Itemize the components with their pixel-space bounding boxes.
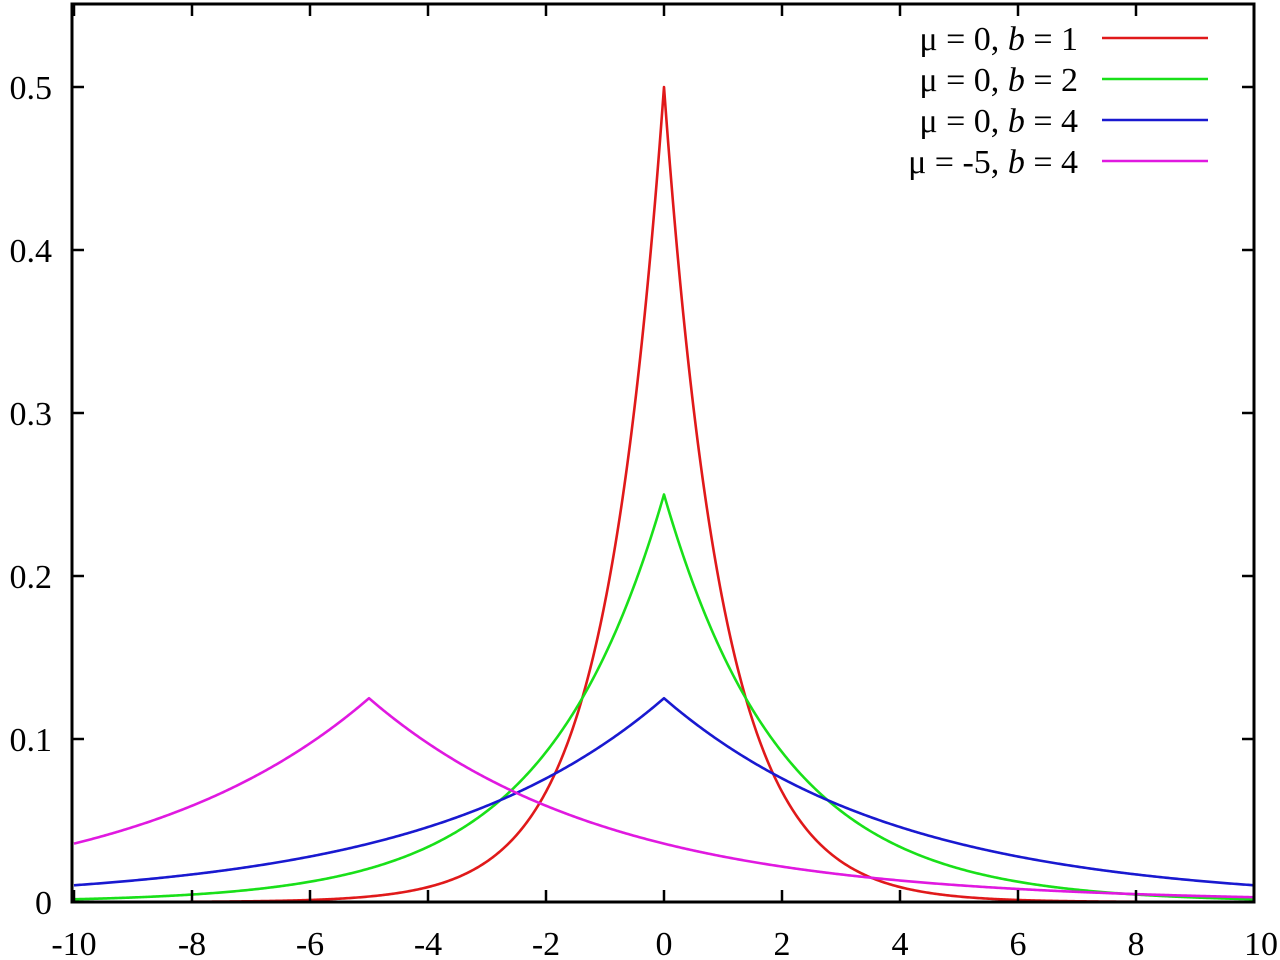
x-tick-label: -8 [178, 926, 206, 960]
legend-label-2: μ = 0, b = 2 [919, 62, 1078, 99]
x-tick-label: 8 [1128, 926, 1145, 960]
y-tick-label: 0.1 [10, 722, 53, 759]
x-tick-label: -4 [414, 926, 442, 960]
tick-label-layer: -10 -8 -6 -4 -2 0 2 4 6 8 10 0 0.1 0.2 0.3 0.4 0.5 [10, 70, 1279, 960]
x-tick-label: 0 [656, 926, 673, 960]
x-tick-label: -10 [51, 926, 96, 960]
x-tick-label: 6 [1010, 926, 1027, 960]
x-tick-label: -6 [296, 926, 324, 960]
legend-label-3: μ = 0, b = 4 [919, 103, 1078, 140]
y-tick-label: 0.2 [10, 559, 53, 596]
series-line-3 [73, 696, 1255, 887]
y-tick-label: 0.4 [10, 233, 53, 270]
x-tick-label: 4 [892, 926, 909, 960]
legend-label-1: μ = 0, b = 1 [919, 21, 1078, 58]
legend: μ = 0, b = 1 μ = 0, b = 2 μ = 0, b = 4 μ = … [908, 21, 1208, 181]
legend-label-4: μ = -5, b = 4 [908, 144, 1078, 181]
series-line-2 [73, 493, 1255, 901]
series-line-4 [73, 696, 1255, 899]
y-tick-label: 0.3 [10, 396, 53, 433]
x-tick-label: -2 [532, 926, 560, 960]
x-tick-label: 10 [1244, 926, 1278, 960]
plot-frame [70, 2, 1256, 904]
y-tick-label: 0.5 [10, 70, 53, 107]
y-tick-label: 0 [35, 885, 52, 922]
x-tick-label: 2 [774, 926, 791, 960]
